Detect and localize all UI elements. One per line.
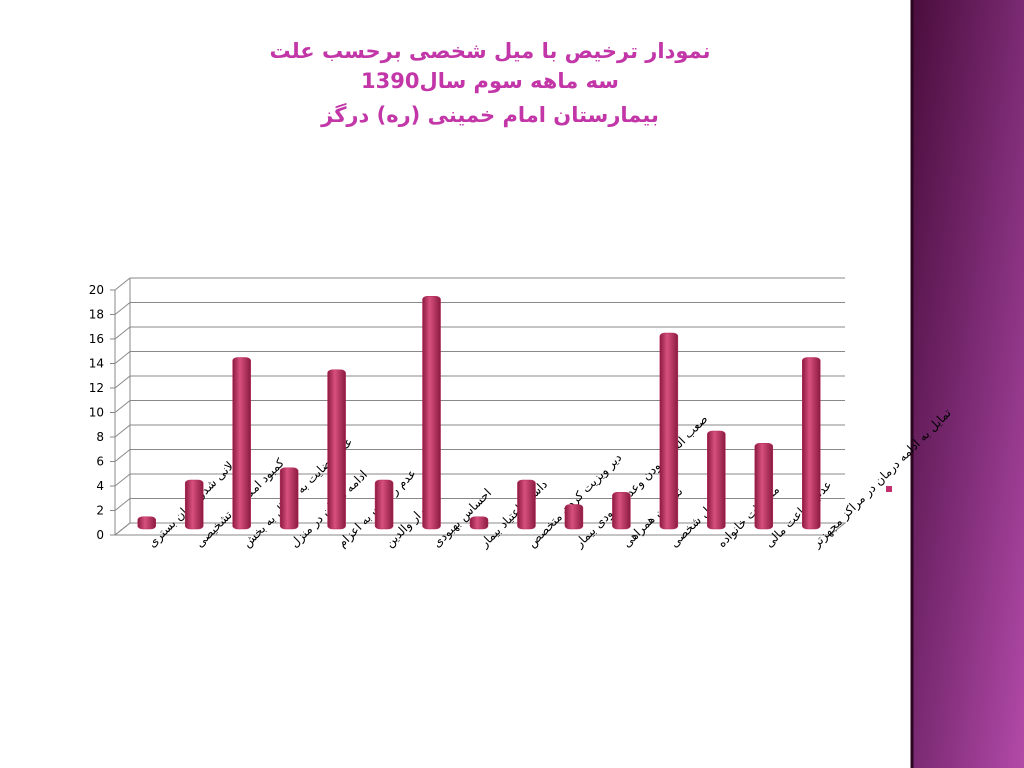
grid-line [114, 473, 845, 487]
y-tick-label: 10 [89, 406, 104, 420]
grid-line [114, 351, 845, 364]
y-tick-label: 20 [89, 283, 104, 297]
y-tick-label: 6 [96, 455, 104, 469]
bar [184, 479, 204, 530]
bar [374, 479, 394, 530]
title-line: سه ماهه سوم سال1390 [361, 69, 619, 93]
grid-line [114, 400, 845, 413]
x-tick-label: دیر ویزیت کردن متخصص [525, 450, 625, 550]
grid-line [114, 498, 845, 511]
grid-line [114, 424, 845, 438]
grid-line [114, 326, 845, 340]
y-tick-label: 8 [96, 430, 104, 444]
title-line: بیمارستان امام خمینی (ره) درگز [320, 102, 659, 127]
bar [707, 430, 726, 530]
grid-line [114, 522, 845, 536]
y-tick-label: 14 [89, 357, 104, 371]
title-line: نمودار ترخیص با میل شخصی برحسب علت [269, 39, 710, 63]
bar [469, 516, 489, 530]
grid-line [114, 277, 845, 291]
grid-line [114, 449, 845, 462]
bar [232, 357, 251, 530]
bar [564, 504, 584, 530]
bar [422, 296, 441, 530]
bar [137, 516, 156, 530]
bar [327, 369, 346, 530]
y-tick-label: 2 [96, 504, 104, 518]
bullet [886, 486, 892, 492]
bar [802, 357, 821, 530]
bar [754, 443, 774, 530]
y-tick-label: 12 [89, 381, 104, 395]
bar [612, 492, 631, 530]
bar [517, 479, 536, 530]
y-tick-label: 4 [96, 479, 104, 493]
bar [659, 332, 679, 530]
bar [279, 467, 299, 530]
y-tick-label: 16 [89, 332, 104, 346]
y-tick-label: 18 [89, 308, 104, 322]
grid-line [114, 302, 845, 315]
y-tick-label: 0 [96, 528, 104, 542]
grid-line [114, 375, 845, 389]
side-panel [912, 0, 1024, 768]
